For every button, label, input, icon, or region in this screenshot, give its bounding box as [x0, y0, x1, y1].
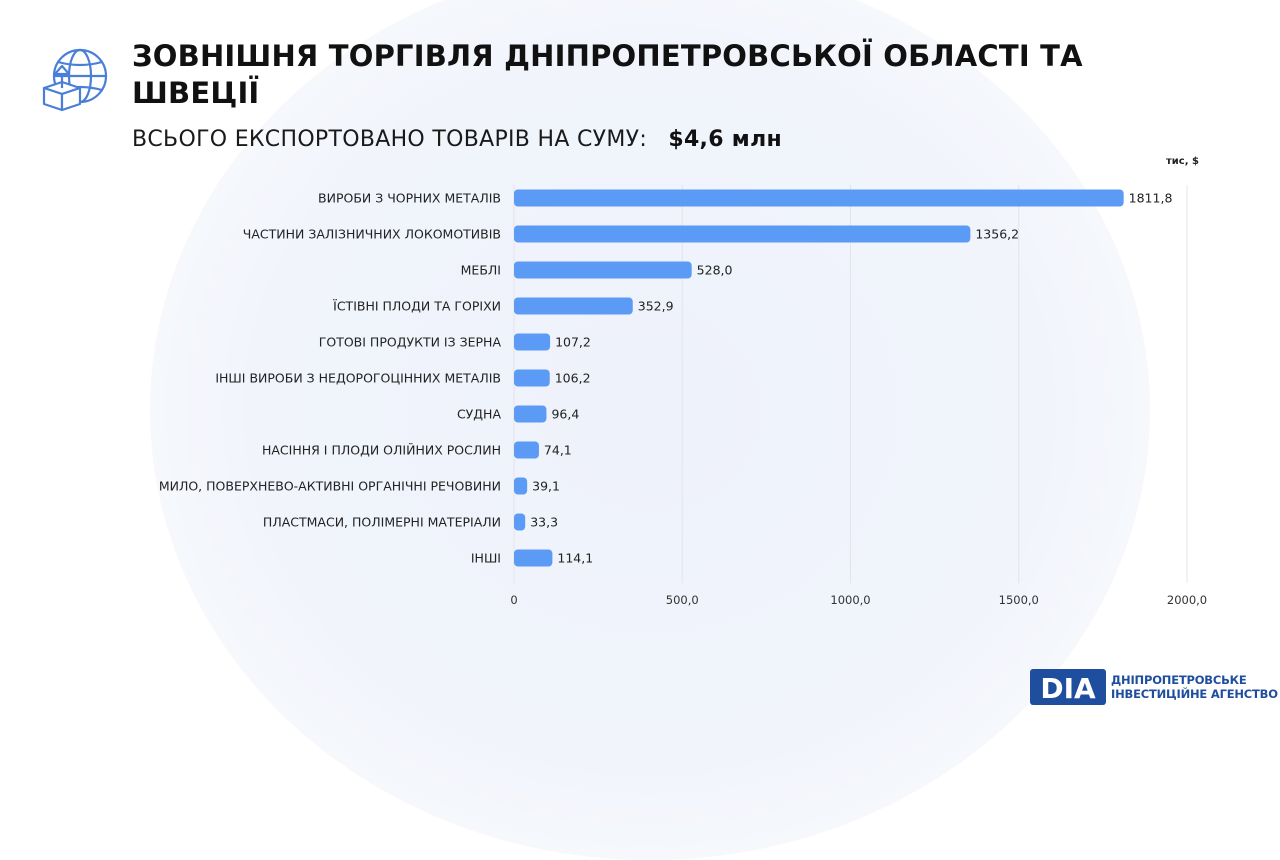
bar [514, 441, 539, 459]
x-tick-label: 0 [510, 593, 517, 607]
value-label: 39,1 [532, 479, 560, 494]
value-label: 33,3 [530, 515, 558, 530]
bar [514, 189, 1124, 207]
bar [514, 261, 692, 279]
x-tick-label: 2000,0 [1167, 593, 1207, 607]
value-label: 74,1 [544, 443, 572, 458]
x-tick-label: 1500,0 [999, 593, 1039, 607]
category-label: ЇСТІВНІ ПЛОДИ ТА ГОРІХИ [333, 299, 501, 314]
value-label: 107,2 [555, 335, 591, 350]
bar [514, 477, 528, 495]
export-total: ВСЬОГО ЕКСПОРТОВАНО ТОВАРІВ НА СУМУ: $4,… [132, 127, 782, 152]
category-label: ІНШІ [471, 551, 501, 566]
bar [514, 333, 551, 351]
export-total-label: ВСЬОГО ЕКСПОРТОВАНО ТОВАРІВ НА СУМУ: [132, 127, 648, 152]
svg-text:DIA: DIA [1040, 672, 1096, 705]
value-label: 1811,8 [1129, 191, 1173, 206]
value-label: 1356,2 [975, 227, 1019, 242]
category-label: СУДНА [457, 407, 502, 422]
bar [514, 513, 526, 531]
globe-box-upload-icon [42, 48, 108, 112]
category-label: МЕБЛІ [461, 263, 501, 278]
value-label: 96,4 [551, 407, 579, 422]
category-label: ЧАСТИНИ ЗАЛІЗНИЧНИХ ЛОКОМОТИВІВ [243, 227, 501, 242]
value-label: 106,2 [555, 371, 591, 386]
value-label: 114,1 [557, 551, 593, 566]
dia-logo: DIA ДНІПРОПЕТРОВСЬКЕ ІНВЕСТИЦІЙНЕ АГЕНСТ… [1030, 669, 1278, 705]
export-total-amount: $4,6 млн [668, 127, 782, 152]
category-label: ВИРОБИ З ЧОРНИХ МЕТАЛІВ [318, 191, 501, 206]
dia-logo-mark: DIA [1030, 669, 1106, 705]
category-label: ГОТОВІ ПРОДУКТИ ІЗ ЗЕРНА [319, 335, 502, 350]
logo-line-2: ІНВЕСТИЦІЙНЕ АГЕНСТВО [1111, 687, 1278, 701]
bar [514, 225, 971, 243]
x-tick-label: 1000,0 [830, 593, 870, 607]
bar [514, 405, 547, 423]
value-label: 528,0 [697, 263, 733, 278]
background-circle [150, 0, 1150, 860]
logo-text: ДНІПРОПЕТРОВСЬКЕ ІНВЕСТИЦІЙНЕ АГЕНСТВО [1111, 673, 1278, 701]
logo-line-1: ДНІПРОПЕТРОВСЬКЕ [1111, 673, 1247, 687]
category-label: ІНШІ ВИРОБИ З НЕДОРОГОЦІННИХ МЕТАЛІВ [215, 371, 501, 386]
category-label: ПЛАСТМАСИ, ПОЛІМЕРНІ МАТЕРІАЛИ [263, 515, 501, 530]
export-bar-chart: 0 500,0 1000,0 1500,0 2000,0 ВИРОБИ З ЧОРНИХ … [159, 185, 1207, 607]
bar [514, 369, 550, 387]
category-label: МИЛО, ПОВЕРХНЕВО-АКТИВНІ ОРГАНІЧНІ РЕЧОВ… [159, 479, 501, 494]
page-title: ЗОВНІШНЯ ТОРГІВЛЯ ДНІПРОПЕТРОВСЬКОЇ ОБЛА… [132, 39, 1083, 110]
x-tick-label: 500,0 [666, 593, 699, 607]
bar [514, 549, 553, 567]
bar [514, 297, 633, 315]
value-label: 352,9 [638, 299, 674, 314]
unit-label: тис, $ [1166, 156, 1199, 167]
category-label: НАСІННЯ І ПЛОДИ ОЛІЙНИХ РОСЛИН [262, 443, 501, 458]
